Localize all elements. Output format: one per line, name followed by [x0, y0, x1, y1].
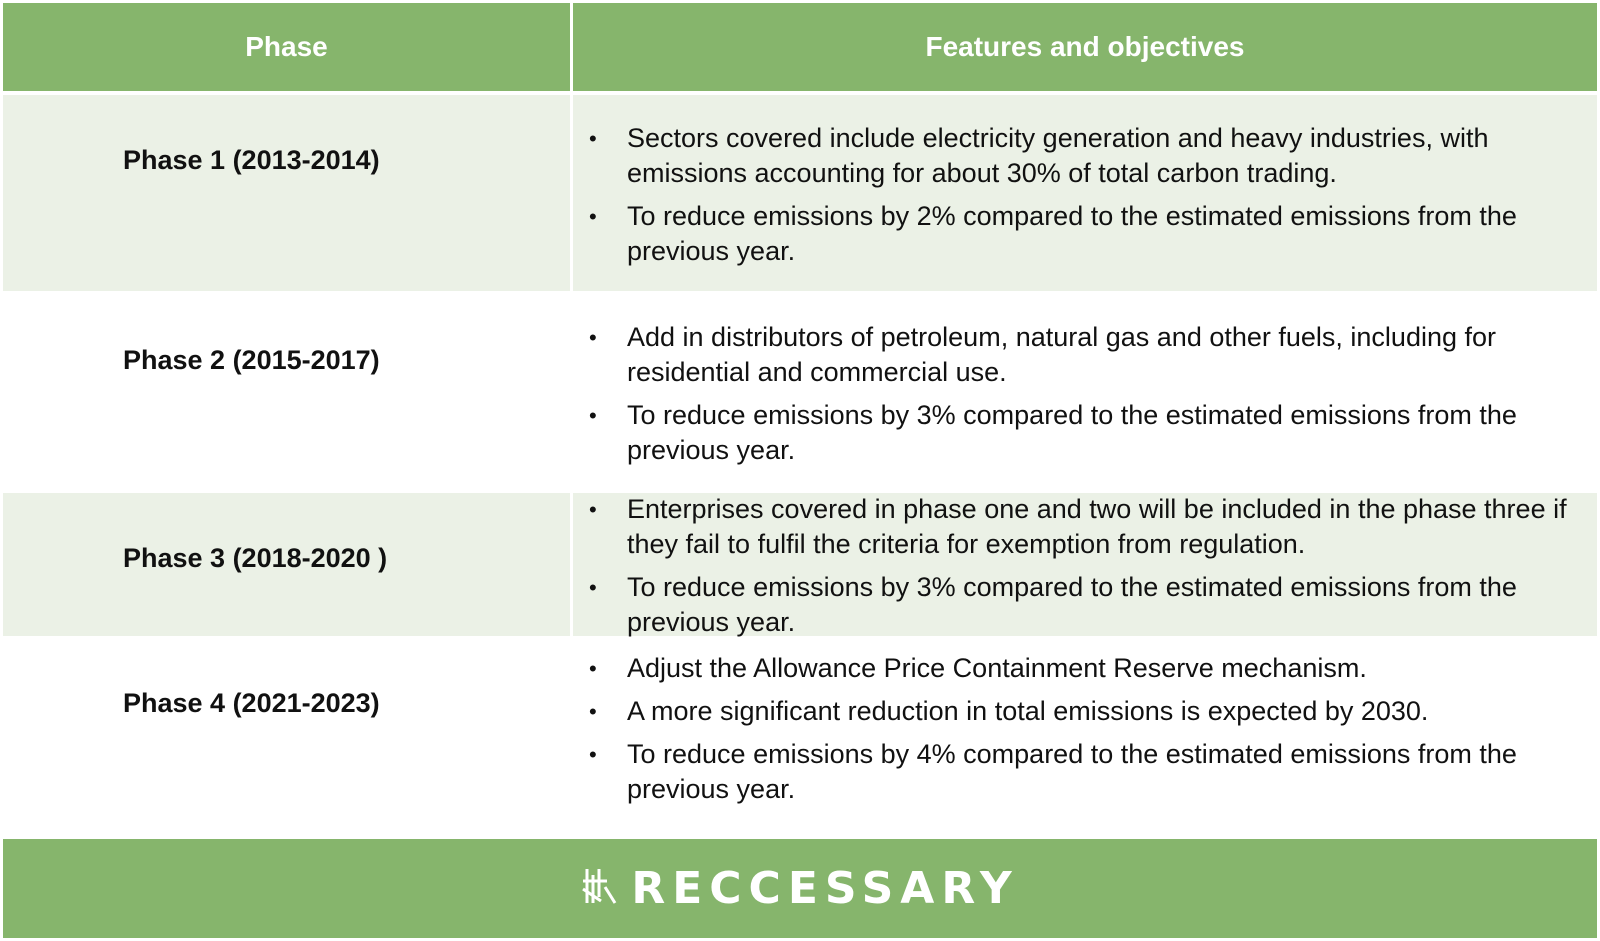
bullet-list: • Adjust the Allowance Price Containment …: [573, 651, 1577, 815]
brand-logo: RECCESSARY: [581, 863, 1018, 914]
list-item: • Add in distributors of petroleum, natur…: [589, 322, 1496, 387]
table-row: Phase 1 (2013-2014) • Sectors covered inc…: [3, 95, 1597, 291]
bullet-list: • Add in distributors of petroleum, natur…: [573, 320, 1577, 476]
phase-label: Phase 4 (2021-2023): [123, 688, 380, 718]
header-phase-label: Phase: [245, 31, 328, 62]
header-features-cell: Features and objectives: [573, 3, 1597, 91]
bullet-list: • Enterprises covered in phase one and tw…: [573, 492, 1577, 648]
list-item: • A more significant reduction in total e…: [589, 696, 1429, 726]
list-item: • Adjust the Allowance Price Containment …: [589, 653, 1367, 683]
phase-label: Phase 2 (2015-2017): [123, 345, 380, 375]
list-item: • Sectors covered include electricity gen…: [589, 123, 1489, 188]
table-row: Phase 4 (2021-2023) • Adjust the Allowanc…: [3, 636, 1597, 836]
list-item: • To reduce emissions by 4% compared to t…: [589, 739, 1517, 804]
table-row: Phase 2 (2015-2017) • Add in distributors…: [3, 291, 1597, 491]
header-phase-cell: Phase: [3, 3, 570, 91]
list-item: • To reduce emissions by 2% compared to t…: [589, 201, 1517, 266]
phase-label: Phase 3 (2018-2020 ): [123, 543, 388, 573]
header-features-label: Features and objectives: [925, 31, 1245, 62]
phase-label: Phase 1 (2013-2014): [123, 145, 380, 175]
list-item: • To reduce emissions by 3% compared to t…: [589, 400, 1517, 465]
footer-brand-bar: RECCESSARY: [3, 839, 1597, 938]
reccessary-logo-icon: [581, 867, 617, 910]
brand-name: RECCESSARY: [631, 863, 1019, 914]
list-item: • To reduce emissions by 3% compared to t…: [589, 572, 1517, 637]
table-row: Phase 3 (2018-2020 ) • Enterprises covere…: [3, 493, 1597, 637]
list-item: • Enterprises covered in phase one and tw…: [589, 494, 1567, 559]
table-header: Phase Features and objectives: [3, 3, 1597, 91]
bullet-list: • Sectors covered include electricity gen…: [573, 121, 1577, 277]
